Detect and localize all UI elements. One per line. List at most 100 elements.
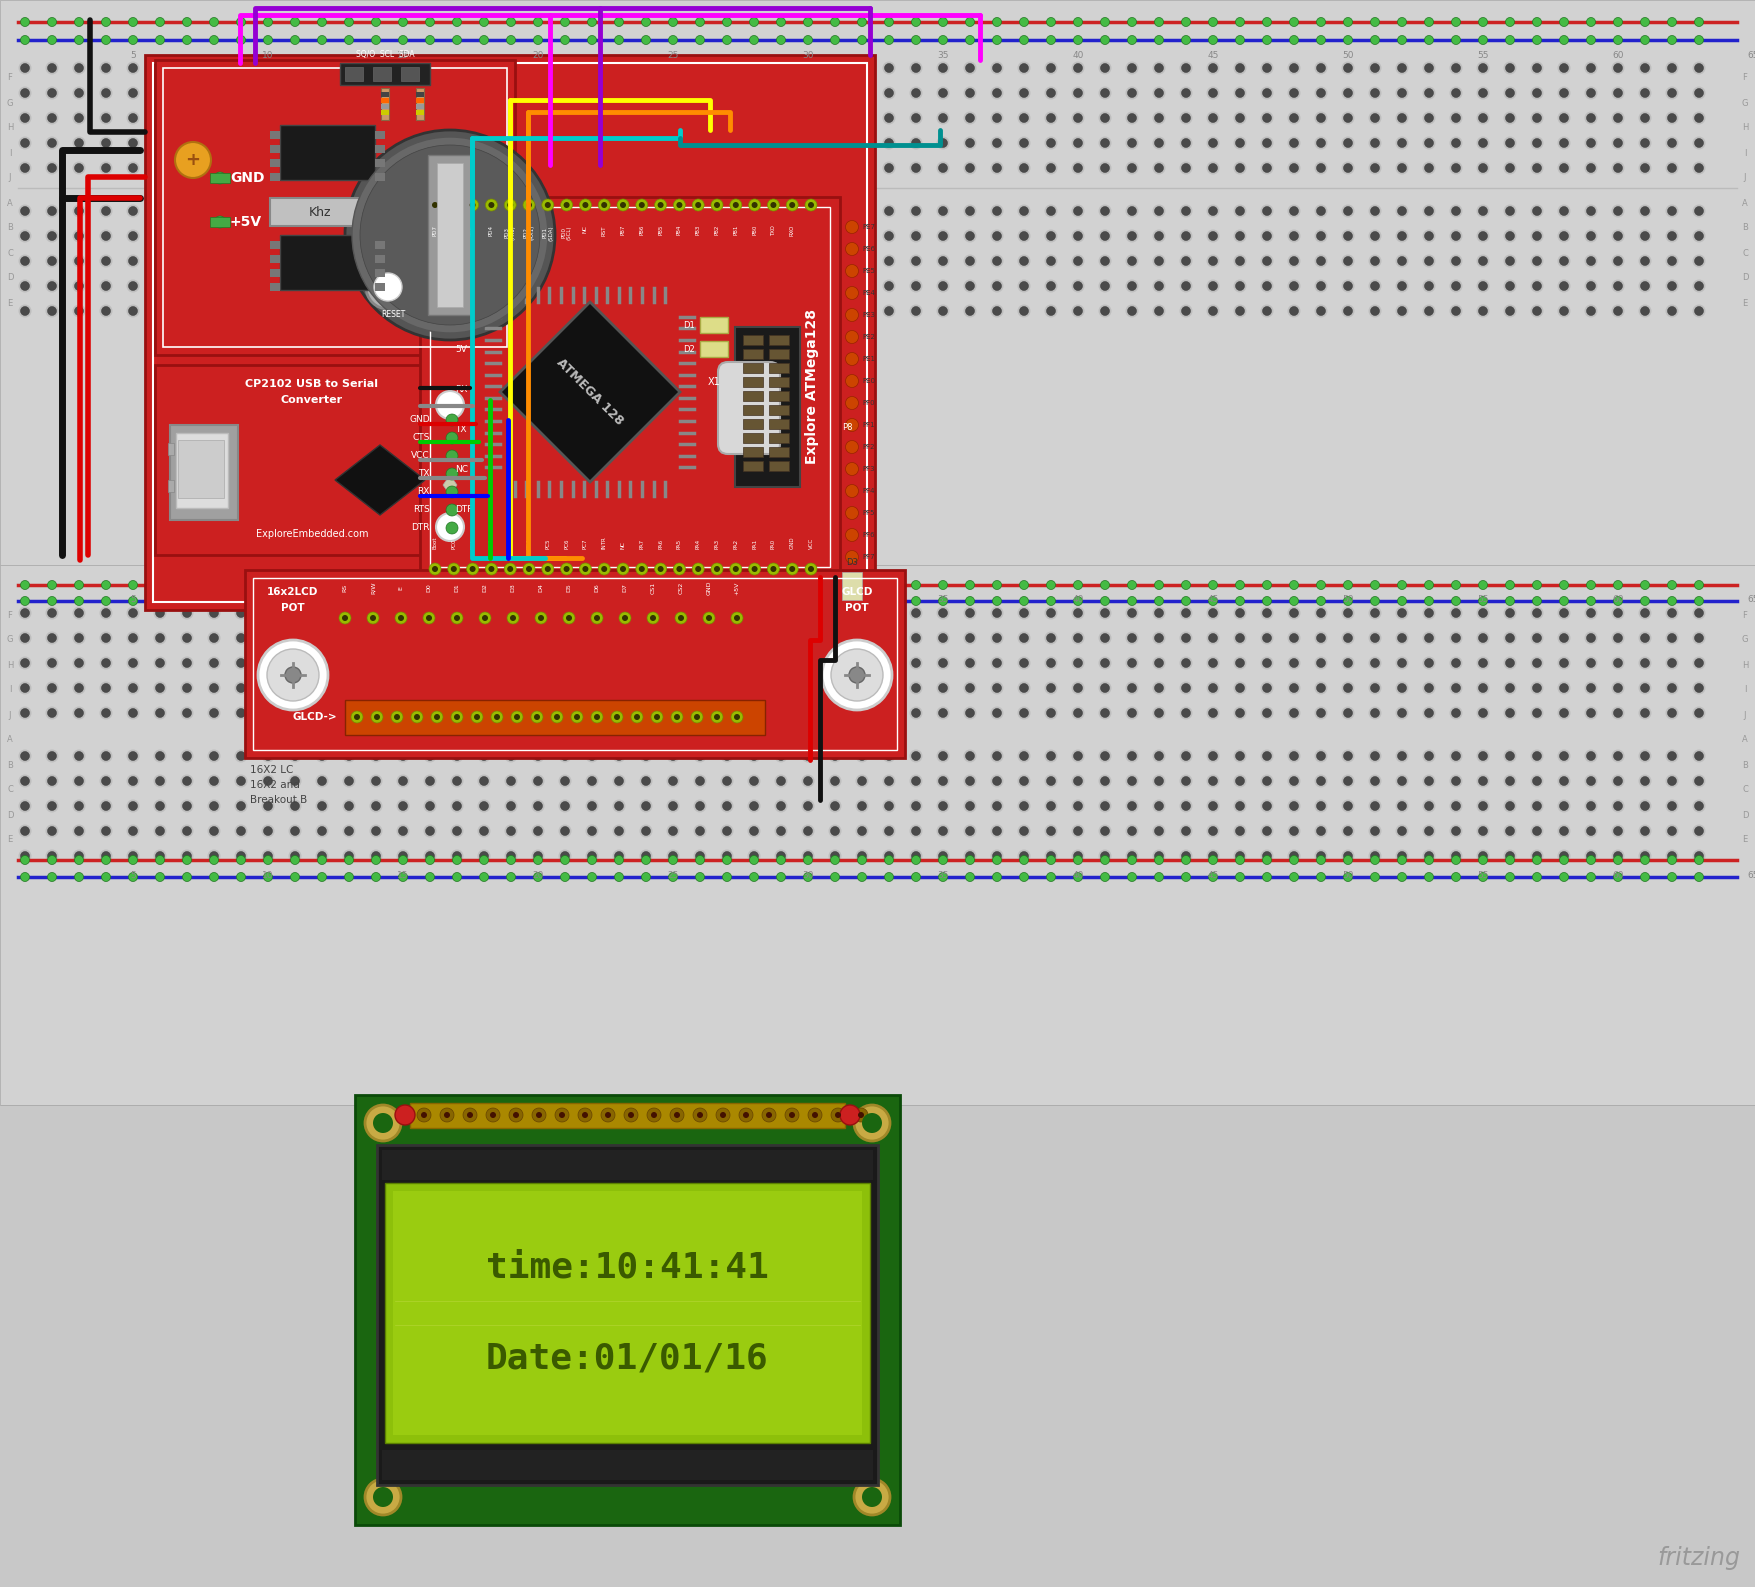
Circle shape xyxy=(570,711,583,724)
Circle shape xyxy=(830,608,839,617)
Text: 60: 60 xyxy=(1613,595,1623,605)
Circle shape xyxy=(802,681,814,695)
Circle shape xyxy=(1611,800,1625,813)
Circle shape xyxy=(102,35,111,44)
Circle shape xyxy=(1288,136,1300,149)
Circle shape xyxy=(74,659,84,668)
Circle shape xyxy=(21,281,30,290)
Circle shape xyxy=(909,305,923,317)
Circle shape xyxy=(830,281,839,290)
Circle shape xyxy=(937,162,949,175)
Circle shape xyxy=(237,852,246,860)
Circle shape xyxy=(1072,825,1085,838)
Circle shape xyxy=(1260,800,1274,813)
Circle shape xyxy=(588,708,597,717)
Circle shape xyxy=(19,205,32,217)
Circle shape xyxy=(183,827,191,835)
Circle shape xyxy=(263,581,272,589)
Circle shape xyxy=(598,198,611,211)
Circle shape xyxy=(693,749,707,762)
Bar xyxy=(381,110,390,114)
Circle shape xyxy=(965,855,974,865)
Circle shape xyxy=(1127,63,1137,73)
Bar xyxy=(769,460,790,471)
Circle shape xyxy=(291,827,300,835)
Circle shape xyxy=(1314,111,1327,124)
Circle shape xyxy=(74,597,84,606)
Circle shape xyxy=(1695,597,1704,606)
Circle shape xyxy=(560,1112,565,1117)
Circle shape xyxy=(100,279,112,292)
Circle shape xyxy=(939,163,948,173)
Circle shape xyxy=(911,281,921,290)
Circle shape xyxy=(1506,281,1515,290)
Circle shape xyxy=(100,849,112,862)
Circle shape xyxy=(614,827,623,835)
Circle shape xyxy=(318,89,326,97)
Circle shape xyxy=(1290,633,1299,643)
Circle shape xyxy=(667,136,679,149)
Circle shape xyxy=(1641,63,1650,73)
Circle shape xyxy=(207,279,221,292)
Circle shape xyxy=(370,657,383,670)
Circle shape xyxy=(344,801,353,811)
Bar xyxy=(168,443,174,455)
Circle shape xyxy=(1504,230,1516,243)
Circle shape xyxy=(46,657,58,670)
Circle shape xyxy=(370,749,383,762)
Circle shape xyxy=(342,657,356,670)
Circle shape xyxy=(261,632,274,644)
Circle shape xyxy=(1127,633,1137,643)
Circle shape xyxy=(453,89,462,97)
Circle shape xyxy=(885,581,893,589)
Bar xyxy=(281,235,376,290)
Circle shape xyxy=(1341,774,1355,787)
Circle shape xyxy=(990,774,1004,787)
Circle shape xyxy=(1667,752,1676,760)
Circle shape xyxy=(1557,606,1571,619)
Circle shape xyxy=(1695,17,1704,27)
Circle shape xyxy=(1504,606,1516,619)
Circle shape xyxy=(691,711,704,724)
Circle shape xyxy=(479,138,488,148)
Circle shape xyxy=(885,684,893,692)
Circle shape xyxy=(1451,35,1460,44)
Text: RST: RST xyxy=(602,225,607,235)
Circle shape xyxy=(658,567,663,571)
Text: C: C xyxy=(7,249,12,257)
Circle shape xyxy=(1074,232,1083,241)
Circle shape xyxy=(1020,684,1028,692)
Circle shape xyxy=(1018,305,1030,317)
Circle shape xyxy=(614,633,623,643)
Text: PE4: PE4 xyxy=(862,290,876,297)
Circle shape xyxy=(1450,254,1462,268)
Circle shape xyxy=(291,873,300,881)
Circle shape xyxy=(612,825,625,838)
Circle shape xyxy=(614,17,623,27)
Circle shape xyxy=(128,597,137,606)
Circle shape xyxy=(1692,305,1706,317)
Circle shape xyxy=(397,305,409,317)
Circle shape xyxy=(639,305,653,317)
Circle shape xyxy=(291,17,300,27)
Circle shape xyxy=(625,1108,639,1122)
Circle shape xyxy=(153,800,167,813)
Circle shape xyxy=(1074,827,1083,835)
Circle shape xyxy=(235,305,247,317)
Bar xyxy=(700,317,728,333)
Circle shape xyxy=(1181,306,1190,316)
Circle shape xyxy=(370,305,383,317)
Circle shape xyxy=(1314,230,1327,243)
Circle shape xyxy=(1316,873,1325,881)
Circle shape xyxy=(1665,254,1678,268)
Circle shape xyxy=(181,254,193,268)
Text: RTS: RTS xyxy=(412,506,430,514)
Circle shape xyxy=(374,273,402,302)
Circle shape xyxy=(858,281,867,290)
Text: E: E xyxy=(1743,298,1748,308)
Circle shape xyxy=(261,162,274,175)
Circle shape xyxy=(453,163,462,173)
Circle shape xyxy=(156,633,165,643)
Circle shape xyxy=(748,205,760,217)
Circle shape xyxy=(1209,597,1218,606)
